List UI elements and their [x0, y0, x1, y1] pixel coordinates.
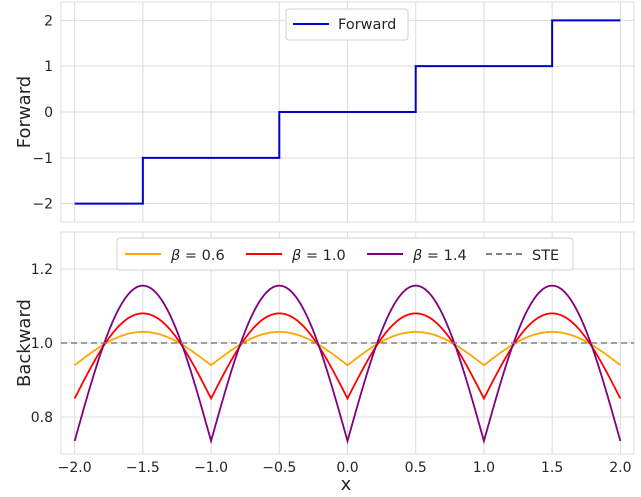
- x-tick-label: −1.5: [126, 460, 160, 476]
- forward-legend-box: [285, 8, 409, 41]
- backward-legend-box: [116, 237, 574, 271]
- x-tick-label: 1.0: [473, 460, 495, 476]
- backward-ytick-label: 0.8: [31, 410, 53, 426]
- forward-ylabel: Forward: [14, 76, 35, 148]
- backward-ylabel: Backward: [14, 299, 35, 387]
- forward-legend: Forward: [285, 8, 409, 41]
- backward-ytick-label: 1.0: [31, 336, 53, 352]
- forward-ytick-label: 0: [44, 105, 53, 121]
- backward-ytick-label: 1.2: [31, 262, 53, 278]
- backward-series-line: [73, 312, 622, 401]
- x-tick-label: 2.0: [609, 460, 631, 476]
- backward-legend-label: β = 0.6: [170, 248, 225, 264]
- forward-ytick-label: 1: [44, 59, 53, 75]
- forward-ytick-label: 2: [44, 13, 53, 29]
- forward-ytick-label: −2: [32, 197, 53, 213]
- backward-legend: β = 0.6 β = 1.0 β = 1.4 STE: [116, 237, 574, 271]
- x-axis-label: x: [341, 474, 352, 495]
- backward-series-line: [73, 284, 622, 445]
- forward-ytick-label: −1: [32, 151, 53, 167]
- x-tick-label: −0.5: [262, 460, 296, 476]
- forward-legend-label: Forward: [338, 17, 396, 33]
- backward-series-line: [74, 330, 621, 367]
- x-tick-label: 0.0: [336, 460, 358, 476]
- forward-plot: −2 −1 0 1 2 Forward Forward: [14, 1, 635, 223]
- backward-legend-label: β = 1.0: [291, 248, 346, 264]
- forward-series-line: [74, 19, 621, 205]
- x-tick-label: −2.0: [58, 460, 92, 476]
- x-tick-label: 1.5: [541, 460, 563, 476]
- backward-legend-label: β = 1.4: [412, 248, 467, 264]
- backward-plot: 0.8 1.0 1.2 β = 0.6 β = 1.0 β = 1.4 STE −2.0 −…: [14, 231, 635, 495]
- x-tick-label: 0.5: [405, 460, 427, 476]
- x-tick-label: −1.0: [194, 460, 228, 476]
- backward-legend-label: STE: [532, 248, 559, 264]
